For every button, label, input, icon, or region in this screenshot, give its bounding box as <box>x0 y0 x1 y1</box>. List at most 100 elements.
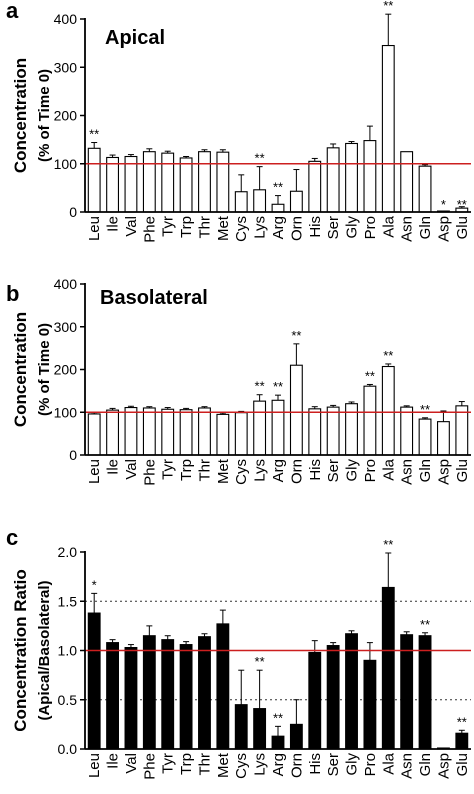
bar-ile <box>106 642 120 750</box>
panel-letter: a <box>6 0 19 23</box>
x-tick-label: Ile <box>105 753 122 769</box>
bar-ser <box>326 645 340 750</box>
x-tick-label: Asp <box>435 459 452 485</box>
bar-pro <box>363 385 377 456</box>
significance-mark: ** <box>291 328 301 343</box>
x-tick-label: Glu <box>454 459 471 482</box>
x-tick-label: Tyr <box>160 459 177 480</box>
bar-orn <box>289 190 303 213</box>
significance-mark: ** <box>457 714 467 729</box>
x-tick-label: Val <box>123 753 140 774</box>
x-tick-label: Gln <box>417 459 434 482</box>
bar-met <box>216 151 230 213</box>
x-tick-label: Phe <box>141 459 158 486</box>
x-tick-label: Phe <box>141 216 158 243</box>
bar-cys <box>234 191 248 213</box>
bar-leu <box>87 147 101 213</box>
bar-ala <box>381 586 395 750</box>
significance-mark: ** <box>273 379 283 394</box>
y-axis-label: Concentration <box>11 312 30 427</box>
bar-ala <box>381 44 395 213</box>
x-tick-label: Arg <box>270 216 287 239</box>
y-tick-label: 300 <box>54 59 78 75</box>
panel-c: c Concentration Ratio (Apical/Basolateral)… <box>6 525 471 780</box>
bar-ser <box>326 147 340 213</box>
bar-gly <box>345 403 358 456</box>
bar-leu <box>87 413 101 456</box>
bar-gln <box>418 635 432 750</box>
bar-his <box>308 651 322 750</box>
bar-ile <box>106 156 120 213</box>
y-tick-label: 400 <box>54 11 78 27</box>
bar-lys <box>253 400 267 456</box>
x-tick-label: Met <box>215 752 232 778</box>
bar-his <box>308 408 322 456</box>
x-tick-label: Thr <box>196 459 213 482</box>
x-tick-label: Orn <box>288 216 305 241</box>
bar-ser <box>326 406 340 456</box>
x-tick-label: Orn <box>288 753 305 778</box>
y-axis-label: Concentration <box>11 58 30 173</box>
significance-mark: * <box>92 577 97 592</box>
y-tick-label: 0 <box>69 447 77 463</box>
panel-b: b Concentration (% of Time 0) Basolateral 0 1… <box>6 276 471 486</box>
x-tick-label: Thr <box>196 216 213 239</box>
x-tick-label: Gln <box>417 753 434 776</box>
x-tick-label: Arg <box>270 753 287 776</box>
bar-ala <box>381 365 395 456</box>
bar-thr <box>198 636 211 750</box>
bar-met <box>216 623 230 750</box>
x-tick-label: Ala <box>380 752 397 774</box>
significance-mark: ** <box>420 402 430 417</box>
bar-arg <box>271 203 285 213</box>
y-tick-label: 400 <box>54 276 78 292</box>
x-tick-label: Trp <box>178 216 195 238</box>
y-tick-label: 1.0 <box>58 643 78 659</box>
y-tick-label: 0.5 <box>58 692 78 708</box>
x-tick-label: Pro <box>362 216 379 239</box>
y-axis-label-2: (Apical/Basolateral) <box>36 580 53 720</box>
bar-tyr <box>161 408 175 456</box>
significance-mark: * <box>441 197 446 212</box>
x-tick-label: Ile <box>105 216 122 232</box>
y-tick-label: 0 <box>69 204 77 220</box>
significance-mark: ** <box>365 368 375 383</box>
x-tick-label: Leu <box>86 459 103 484</box>
bar-val <box>124 406 138 456</box>
x-tick-label: Ser <box>325 216 342 239</box>
significance-mark: ** <box>457 197 467 212</box>
significance-mark: ** <box>273 710 283 725</box>
bar-phe <box>142 151 156 213</box>
bar-phe <box>142 635 156 750</box>
x-tick-label: Gly <box>344 459 361 482</box>
x-tick-label: Tyr <box>160 753 177 774</box>
bar-asn <box>400 151 414 213</box>
bar-tyr <box>161 152 175 213</box>
bar-orn <box>289 723 303 750</box>
significance-mark: ** <box>255 379 265 394</box>
panel-a: a Concentration (% of Time 0) Apical 0 100 200… <box>6 0 471 243</box>
bar-gly <box>345 142 358 213</box>
significance-mark: ** <box>89 127 99 142</box>
bar-glu <box>455 405 469 456</box>
bar-pro <box>363 140 377 213</box>
bar-orn <box>289 364 303 456</box>
x-tick-label: Glu <box>454 753 471 776</box>
y-tick-label: 100 <box>54 404 78 420</box>
x-tick-label: His <box>307 753 324 775</box>
x-tick-label: Ser <box>325 753 342 776</box>
bar-val <box>124 646 138 750</box>
y-tick-label: 200 <box>54 108 78 124</box>
x-tick-label: Ser <box>325 459 342 482</box>
bar-gln <box>418 418 432 456</box>
y-tick-label: 100 <box>54 156 78 172</box>
bar-glu <box>455 732 469 750</box>
x-tick-label: Arg <box>270 459 287 482</box>
bar-tyr <box>161 639 175 750</box>
x-tick-label: Phe <box>141 753 158 780</box>
y-axis-label: Concentration Ratio <box>11 569 30 731</box>
x-tick-label: Cys <box>233 753 250 779</box>
bar-arg <box>271 399 285 456</box>
bar-ile <box>106 409 120 456</box>
